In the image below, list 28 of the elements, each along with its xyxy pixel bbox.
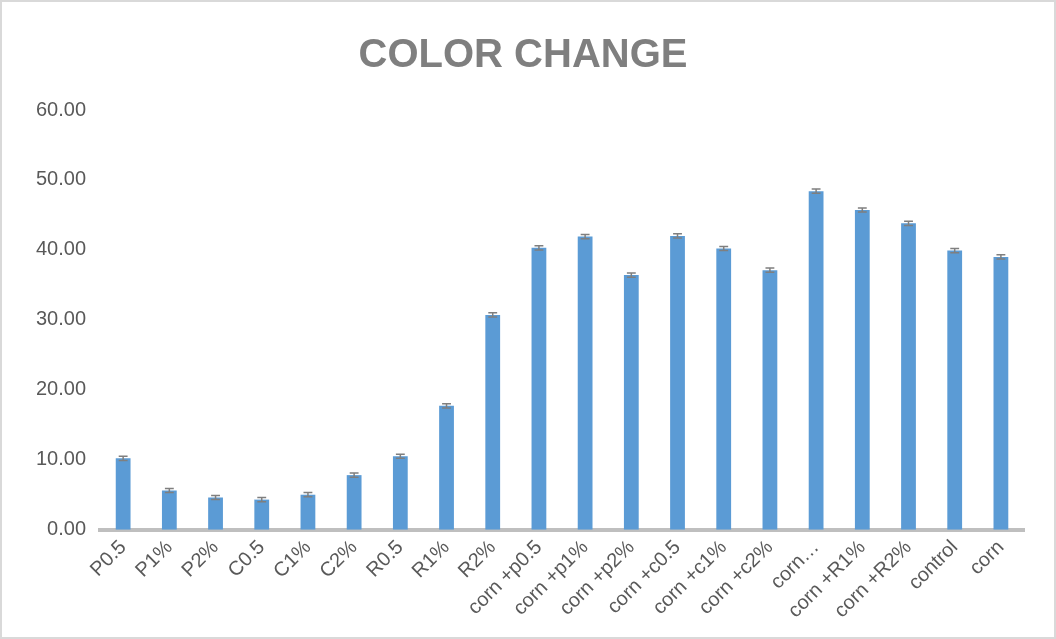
bar	[208, 497, 223, 530]
bar	[854, 210, 870, 530]
y-tick-label: 20.00	[35, 377, 87, 400]
bar	[392, 456, 408, 530]
bar	[346, 475, 362, 530]
bar	[161, 490, 177, 530]
bar	[901, 223, 916, 530]
bar	[577, 236, 593, 530]
bar	[947, 250, 963, 530]
bar	[115, 458, 131, 530]
y-tick-label: 30.00	[35, 307, 87, 330]
y-tick-label: 40.00	[35, 237, 87, 260]
y-tick-label: 50.00	[35, 167, 87, 190]
bar	[485, 314, 501, 530]
bar	[254, 499, 270, 530]
bar	[439, 405, 454, 530]
y-tick-label: 10.00	[35, 447, 87, 470]
bar	[716, 248, 732, 530]
bar	[993, 256, 1009, 530]
bar	[623, 275, 639, 530]
y-tick-label: 0.00	[47, 517, 87, 540]
bar	[670, 235, 685, 530]
bar	[808, 191, 824, 530]
chart-title: COLOR CHANGE	[358, 31, 688, 76]
bar	[762, 270, 778, 530]
x-tick-label: corn	[964, 535, 1008, 579]
y-tick-label: 60.00	[35, 97, 87, 120]
bar	[531, 247, 547, 530]
